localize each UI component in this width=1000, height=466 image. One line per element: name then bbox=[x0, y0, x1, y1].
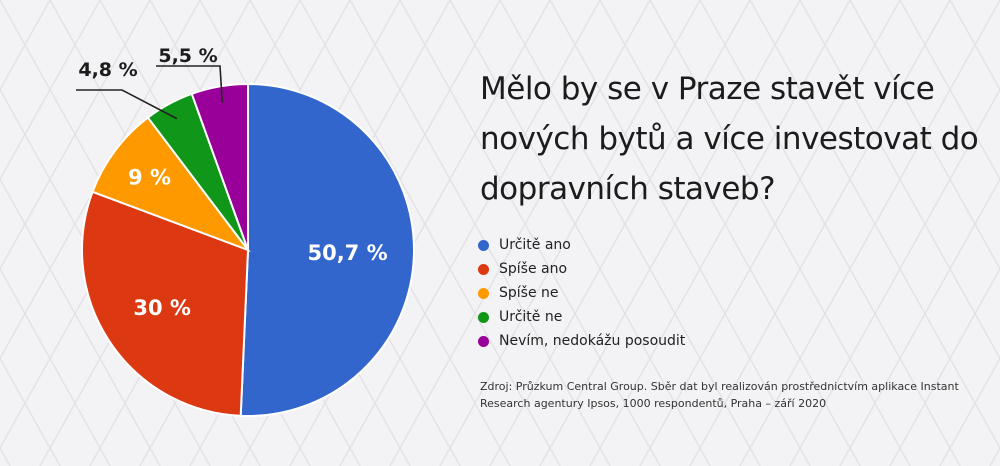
grid-line bbox=[789, 88, 1000, 466]
grid-line bbox=[399, 0, 661, 466]
legend-swatch bbox=[478, 263, 489, 275]
pie-slice bbox=[81, 190, 250, 417]
grid-line bbox=[299, 0, 561, 466]
slice-value-label: 5,5 % bbox=[158, 45, 217, 67]
slice-value-label: 9 % bbox=[128, 166, 171, 190]
grid-line bbox=[699, 0, 961, 466]
grid-line bbox=[0, 267, 111, 466]
grid-line bbox=[739, 0, 1000, 466]
pie-chart: 50,7 % 30 % 9 % 4,8 % 5,5 % bbox=[76, 45, 415, 417]
grid-line bbox=[489, 0, 751, 466]
legend-swatch bbox=[478, 287, 489, 299]
callout-line bbox=[76, 89, 178, 120]
legend-label: Určitě ano bbox=[499, 237, 571, 253]
grid-line bbox=[349, 0, 611, 466]
legend-item: Určitě ano bbox=[478, 233, 685, 257]
grid-line bbox=[639, 0, 901, 466]
grid-line bbox=[899, 0, 1000, 181]
pie-slice bbox=[91, 116, 251, 253]
grid-line bbox=[439, 0, 701, 466]
grid-line bbox=[589, 0, 851, 466]
grid-line bbox=[649, 0, 911, 466]
callout-line bbox=[156, 65, 224, 103]
grid-line bbox=[0, 357, 61, 466]
grid-line bbox=[839, 177, 1000, 466]
pie-slice bbox=[239, 82, 415, 417]
grid-line bbox=[0, 177, 161, 466]
chart-title: Mělo by se v Praze stavět více nových by… bbox=[480, 71, 979, 207]
legend-swatch bbox=[478, 311, 489, 323]
legend-label: Nevím, nedokážu posoudit bbox=[499, 333, 686, 349]
grid-line bbox=[849, 0, 1000, 271]
legend-label: Spíše ne bbox=[499, 285, 559, 301]
grid-line bbox=[0, 0, 151, 271]
grid-line bbox=[689, 0, 951, 466]
grid-line bbox=[939, 357, 1000, 466]
grid-line bbox=[749, 0, 1000, 450]
legend-swatch bbox=[478, 239, 489, 251]
legend-item: Spíše ano bbox=[478, 257, 685, 281]
grid-line bbox=[0, 0, 101, 181]
grid-line bbox=[449, 0, 711, 466]
legend-item: Určitě ne bbox=[478, 305, 685, 329]
legend-label: Určitě ne bbox=[499, 309, 563, 325]
grid-line bbox=[539, 0, 801, 466]
grid-line bbox=[889, 267, 1000, 466]
grid-line bbox=[799, 0, 1000, 360]
grid-line bbox=[549, 0, 811, 466]
grid-line bbox=[389, 0, 651, 466]
grid-line bbox=[0, 0, 201, 360]
grid-line bbox=[0, 0, 51, 92]
grid-line bbox=[989, 446, 1000, 466]
legend-label: Spíše ano bbox=[499, 261, 568, 277]
grid-line bbox=[339, 0, 601, 466]
slice-value-label: 30 % bbox=[133, 296, 191, 320]
pie-slice bbox=[190, 82, 249, 251]
legend-swatch bbox=[478, 335, 489, 347]
legend: Určitě ano Spíše ano Spíše ne Určitě ne … bbox=[478, 233, 685, 353]
source-note: Zdroj: Průzkum Central Group. Sběr dat b… bbox=[480, 380, 959, 410]
grid-line bbox=[499, 0, 761, 466]
legend-item: Spíše ne bbox=[478, 281, 685, 305]
grid-line bbox=[599, 0, 861, 466]
grid-line bbox=[949, 0, 1000, 92]
legend-item: Nevím, nedokážu posoudit bbox=[478, 329, 685, 353]
slice-value-label: 50,7 % bbox=[307, 241, 387, 265]
slice-value-label: 4,8 % bbox=[78, 59, 137, 81]
